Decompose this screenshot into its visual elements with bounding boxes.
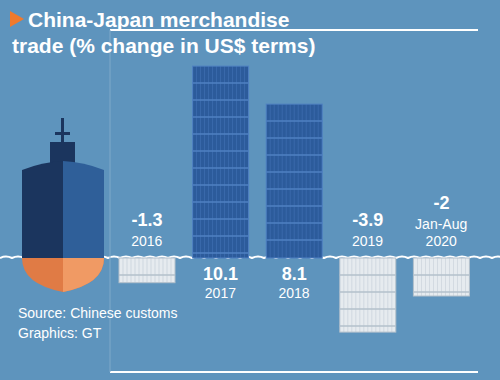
svg-text:China-Japan merchandise: China-Japan merchandise [28, 8, 289, 31]
svg-text:-1.3: -1.3 [131, 210, 162, 230]
svg-text:trade (% change in US$ terms): trade (% change in US$ terms) [12, 34, 315, 57]
svg-text:Source: Chinese customs: Source: Chinese customs [18, 305, 178, 321]
svg-text:2016: 2016 [131, 233, 162, 249]
svg-text:2018: 2018 [278, 285, 309, 301]
svg-text:8.1: 8.1 [282, 264, 307, 284]
svg-text:2020: 2020 [426, 233, 457, 249]
svg-text:2019: 2019 [352, 233, 383, 249]
svg-text:2017: 2017 [205, 285, 236, 301]
svg-text:-2: -2 [433, 193, 449, 213]
svg-text:10.1: 10.1 [203, 264, 238, 284]
svg-text:Graphics: GT: Graphics: GT [18, 325, 102, 341]
svg-text:-3.9: -3.9 [352, 210, 383, 230]
svg-text:Jan-Aug: Jan-Aug [415, 216, 467, 232]
